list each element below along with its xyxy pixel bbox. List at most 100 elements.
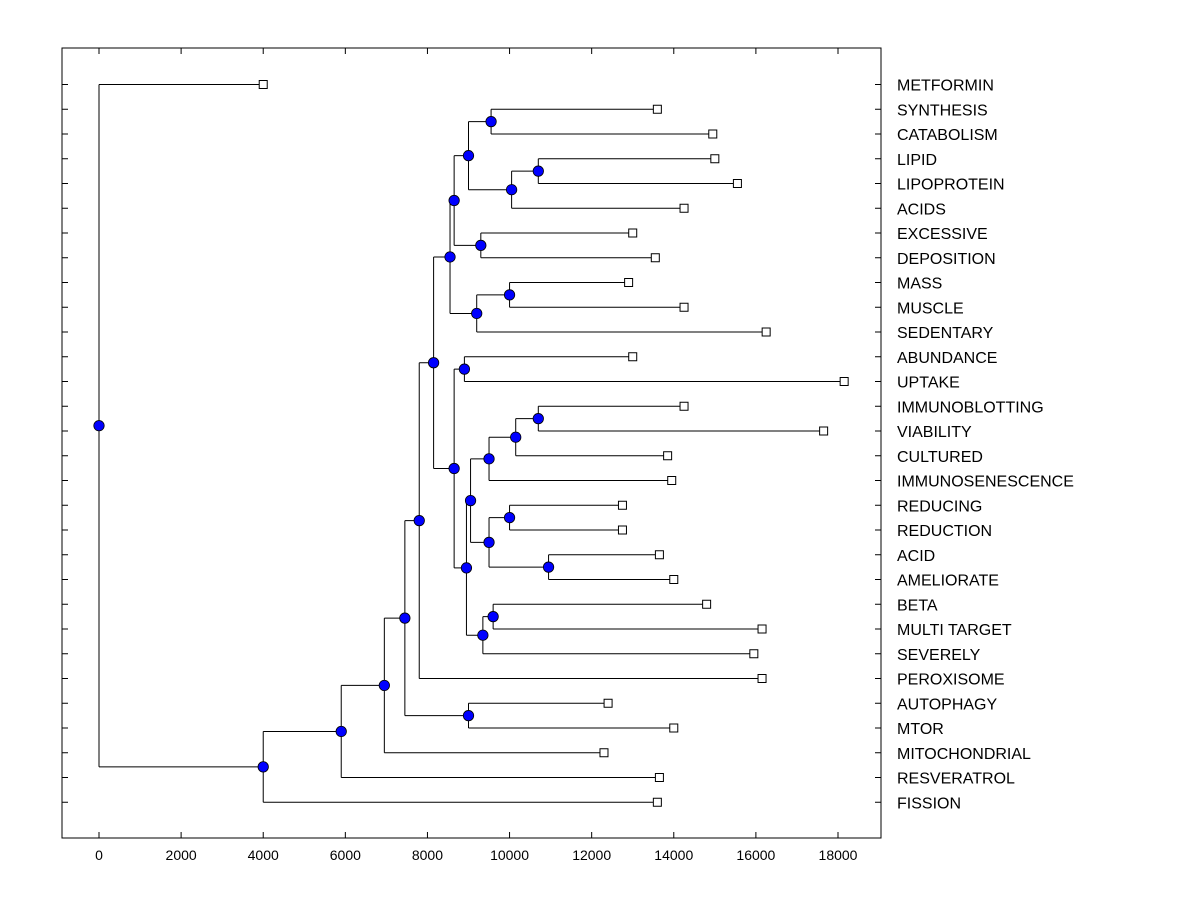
leaf-label-viability: VIABILITY xyxy=(897,424,972,441)
merge-node-n5 xyxy=(475,239,487,251)
merge-node-n9 xyxy=(444,251,456,263)
leaf-marker-mtor xyxy=(669,723,679,733)
leaf-marker-acid xyxy=(654,550,664,560)
leaf-label-lipoprotein: LIPOPROTEIN xyxy=(897,177,1005,194)
x-tick-label-8000: 8000 xyxy=(412,847,443,863)
merge-node-n27 xyxy=(335,725,347,738)
leaf-label-excessive: EXCESSIVE xyxy=(897,226,988,243)
leaf-label-metformin: METFORMIN xyxy=(897,78,994,95)
x-tick-label-10000: 10000 xyxy=(490,847,529,863)
merge-node-n25 xyxy=(399,612,411,624)
leaf-label-immunoblotting: IMMUNOBLOTTING xyxy=(897,399,1044,416)
leaf-label-acid: ACID xyxy=(897,548,935,565)
merge-node-n19 xyxy=(477,629,489,641)
leaf-label-ameliorate: AMELIORATE xyxy=(897,573,999,590)
leaf-marker-immunosenescence xyxy=(667,476,677,485)
x-axis: 0 2000 4000 6000 8000 10000 12000 14000 16000 180… xyxy=(95,48,858,863)
leaf-label-synthesis: SYNTHESIS xyxy=(897,102,988,119)
leaf-marker-lipid xyxy=(710,154,720,164)
x-tick-label-16000: 16000 xyxy=(736,847,775,863)
x-tick-label-14000: 14000 xyxy=(654,847,693,863)
leaf-label-mitochondrial: MITOCHONDRIAL xyxy=(897,746,1031,763)
leaf-marker-reducing xyxy=(617,500,627,510)
merge-node-n1 xyxy=(485,116,497,128)
leaf-label-lipid: LIPID xyxy=(897,152,937,169)
leaf-label-sedentary: SEDENTARY xyxy=(897,325,994,342)
merge-node-n6 xyxy=(448,194,460,207)
leaf-label-reduction: REDUCTION xyxy=(897,523,992,540)
leaf-label-acids: ACIDS xyxy=(897,201,946,218)
leaf-label-deposition: DEPOSITION xyxy=(897,251,996,268)
leaf-marker-multi-target xyxy=(757,624,767,634)
merge-node-n17 xyxy=(464,495,477,507)
leaf-marker-severely xyxy=(749,649,759,659)
x-tick-label-4000: 4000 xyxy=(248,847,279,863)
leaf-marker-abundance xyxy=(628,352,638,362)
leaf-labels: METFORMIN SYNTHESIS CATABOLISM LIPID LIPOPRO… xyxy=(897,78,1074,813)
merge-node-n20 xyxy=(460,562,473,574)
merge-node-n24 xyxy=(462,710,475,722)
leaf-label-reducing: REDUCING xyxy=(897,498,982,515)
leaf-marker-excessive xyxy=(628,228,638,238)
x-tick-label-12000: 12000 xyxy=(572,847,611,863)
leaf-label-mtor: MTOR xyxy=(897,721,944,738)
merge-node-n21 xyxy=(448,462,460,475)
leaf-label-fission: FISSION xyxy=(897,795,961,812)
merge-node-n23 xyxy=(413,515,425,527)
merge-node-n13 xyxy=(483,453,495,465)
dendrogram-merge-nodes xyxy=(93,116,555,773)
leaf-marker-deposition xyxy=(650,253,660,263)
leaf-tick-marks xyxy=(62,84,881,803)
leaf-marker-resveratrol xyxy=(654,773,664,782)
leaf-marker-uptake xyxy=(839,377,849,386)
leaf-marker-sedentary xyxy=(761,327,771,337)
leaf-label-resveratrol: RESVERATROL xyxy=(897,771,1015,788)
plot-frame xyxy=(61,47,882,839)
merge-node-n11 xyxy=(532,413,544,425)
leaf-marker-fission xyxy=(652,797,662,807)
merge-node-n14 xyxy=(503,512,516,524)
leaf-marker-immunoblotting xyxy=(679,401,689,411)
dendrogram-links xyxy=(98,84,845,803)
leaf-label-uptake: UPTAKE xyxy=(897,375,960,392)
merge-node-n18 xyxy=(487,611,499,623)
leaf-marker-lipoprotein xyxy=(732,179,742,188)
leaf-marker-catabolism xyxy=(708,129,718,139)
merge-node-n4 xyxy=(462,150,475,162)
leaf-marker-acids xyxy=(679,203,689,213)
x-tick-label-6000: 6000 xyxy=(330,847,361,863)
leaf-label-autophagy: AUTOPHAGY xyxy=(897,696,998,713)
merge-node-n3 xyxy=(506,184,518,196)
merge-node-n10 xyxy=(458,363,470,375)
leaf-marker-cultured xyxy=(663,451,673,461)
leaf-marker-synthesis xyxy=(652,104,662,114)
leaf-marker-beta xyxy=(702,599,712,609)
merge-node-n2 xyxy=(532,165,544,177)
merge-node-n26 xyxy=(378,679,390,692)
x-tick-label-18000: 18000 xyxy=(819,847,858,863)
leaf-label-catabolism: CATABOLISM xyxy=(897,127,998,144)
leaf-marker-muscle xyxy=(679,302,689,312)
merge-node-n28 xyxy=(257,761,269,773)
merge-node-n7 xyxy=(503,289,516,301)
merge-node-n22 xyxy=(428,357,440,369)
merge-node-n12 xyxy=(510,431,522,443)
leaf-label-muscle: MUSCLE xyxy=(897,300,964,317)
leaf-label-mass: MASS xyxy=(897,276,942,293)
merge-node-n8 xyxy=(471,307,483,320)
leaf-marker-viability xyxy=(819,426,829,436)
leaf-label-cultured: CULTURED xyxy=(897,449,983,466)
merge-node-n16 xyxy=(483,536,495,548)
leaf-label-multi-target: MULTI TARGET xyxy=(897,622,1012,639)
leaf-marker-ameliorate xyxy=(669,575,679,584)
merge-node-n29 xyxy=(93,420,105,432)
leaf-label-beta: BETA xyxy=(897,597,938,614)
leaf-label-severely: SEVERELY xyxy=(897,647,981,664)
leaf-label-peroxisome: PEROXISOME xyxy=(897,672,1005,689)
leaf-marker-peroxisome xyxy=(757,674,767,683)
leaf-label-immunosenescence: IMMUNOSENESCENCE xyxy=(897,474,1074,491)
leaf-marker-metformin xyxy=(258,80,268,89)
x-tick-label-2000: 2000 xyxy=(166,847,197,863)
leaf-marker-autophagy xyxy=(603,698,613,708)
